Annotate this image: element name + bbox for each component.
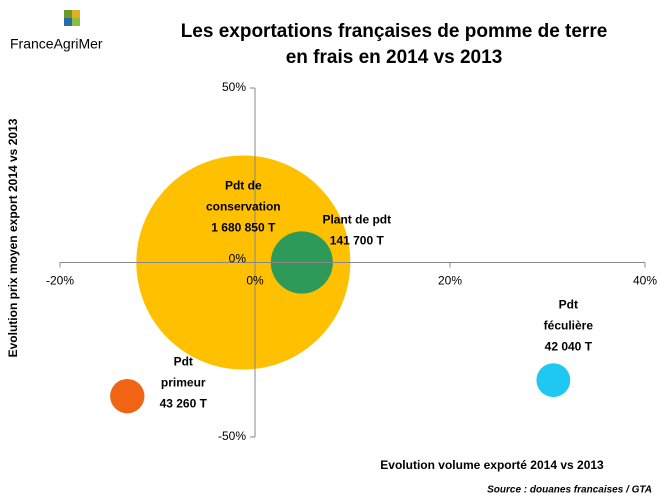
bubble-value-label: 42 040 T: [545, 339, 593, 353]
bubble-label: Pdt: [174, 354, 193, 368]
bubble: [110, 379, 145, 414]
bubble-label: Pdt de: [225, 179, 262, 193]
x-axis-label: Evolution volume exporté 2014 vs 2013: [380, 458, 604, 472]
x-tick-label: 20%: [438, 274, 462, 288]
y-tick-label: 0%: [229, 252, 247, 266]
x-tick-label: 40%: [633, 274, 657, 288]
bubble-label: conservation: [206, 200, 281, 214]
x-tick-label: 0%: [246, 274, 264, 288]
bubble-value-label: 43 260 T: [160, 396, 208, 410]
bubble-label: Pdt: [559, 297, 578, 311]
source: Source : douanes francaises / GTA: [487, 485, 652, 496]
logo-icon: [64, 10, 80, 26]
chart-title: en frais en 2014 vs 2013: [286, 47, 503, 68]
x-tick-label: -20%: [46, 274, 74, 288]
chart-title: Les exportations françaises de pomme de …: [181, 21, 608, 42]
bubble: [536, 363, 571, 398]
y-axis-label: Evolution prix moyen export 2014 vs 2013: [6, 118, 20, 357]
y-tick-label: -50%: [218, 429, 246, 443]
bubble-value-label: 141 700 T: [330, 234, 385, 248]
logo-text: FranceAgriMer: [10, 36, 103, 52]
bubble-label: féculière: [544, 318, 594, 332]
y-tick-label: 50%: [222, 80, 246, 94]
bubble-label: primeur: [161, 375, 206, 389]
bubble-value-label: 1 680 850 T: [211, 221, 276, 235]
bubble-label: Plant de pdt: [322, 213, 391, 227]
